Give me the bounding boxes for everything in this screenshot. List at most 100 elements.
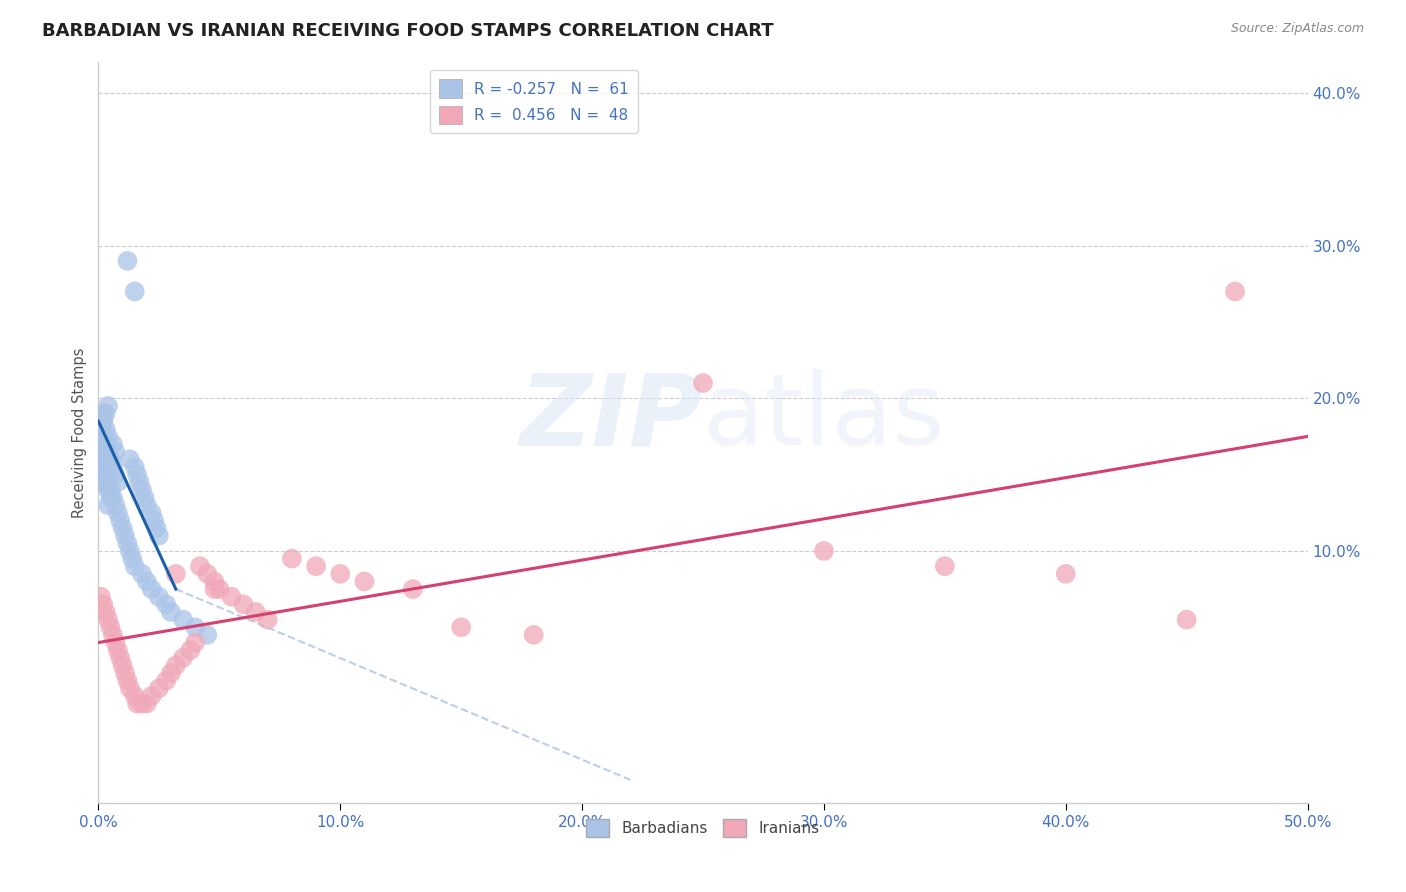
Point xyxy=(124,460,146,475)
Point xyxy=(143,513,166,527)
Point xyxy=(124,559,146,574)
Point xyxy=(94,422,117,436)
Point xyxy=(281,551,304,566)
Point xyxy=(172,613,194,627)
Point xyxy=(94,444,117,458)
Point xyxy=(329,566,352,581)
Point xyxy=(117,253,139,268)
Point xyxy=(114,529,136,543)
Point xyxy=(121,551,143,566)
Point xyxy=(101,460,124,475)
Point xyxy=(117,536,139,550)
Y-axis label: Receiving Food Stamps: Receiving Food Stamps xyxy=(72,347,87,518)
Point xyxy=(90,422,112,436)
Point xyxy=(107,643,129,657)
Point xyxy=(188,559,211,574)
Point xyxy=(245,605,267,619)
Point xyxy=(94,437,117,451)
Point xyxy=(1054,566,1077,581)
Point xyxy=(91,429,114,443)
Point xyxy=(145,521,167,535)
Point xyxy=(100,483,122,497)
Point xyxy=(97,467,120,482)
Point xyxy=(97,483,120,497)
Point xyxy=(91,414,114,428)
Point xyxy=(104,444,127,458)
Point xyxy=(108,513,131,527)
Point xyxy=(97,613,120,627)
Point xyxy=(256,613,278,627)
Point xyxy=(160,666,183,681)
Point xyxy=(91,407,114,421)
Point xyxy=(124,689,146,703)
Point xyxy=(141,582,163,596)
Point xyxy=(100,620,122,634)
Point xyxy=(94,605,117,619)
Point xyxy=(208,582,231,596)
Text: atlas: atlas xyxy=(703,369,945,467)
Point xyxy=(100,491,122,505)
Point xyxy=(131,483,153,497)
Point xyxy=(131,697,153,711)
Point xyxy=(134,491,156,505)
Point xyxy=(148,590,170,604)
Point xyxy=(155,598,177,612)
Point xyxy=(90,414,112,428)
Point xyxy=(104,498,127,512)
Point xyxy=(90,590,112,604)
Point xyxy=(353,574,375,589)
Point xyxy=(107,506,129,520)
Point xyxy=(692,376,714,390)
Point xyxy=(118,544,141,558)
Point xyxy=(179,643,201,657)
Point xyxy=(128,475,150,490)
Point xyxy=(204,582,226,596)
Text: Source: ZipAtlas.com: Source: ZipAtlas.com xyxy=(1230,22,1364,36)
Point xyxy=(94,475,117,490)
Point xyxy=(124,285,146,299)
Point xyxy=(107,475,129,490)
Point xyxy=(204,574,226,589)
Text: BARBADIAN VS IRANIAN RECEIVING FOOD STAMPS CORRELATION CHART: BARBADIAN VS IRANIAN RECEIVING FOOD STAM… xyxy=(42,22,773,40)
Point xyxy=(165,566,187,581)
Legend: Barbadians, Iranians: Barbadians, Iranians xyxy=(581,813,825,843)
Point xyxy=(195,566,218,581)
Point xyxy=(232,598,254,612)
Point xyxy=(148,529,170,543)
Point xyxy=(100,452,122,467)
Point xyxy=(111,521,134,535)
Point xyxy=(155,673,177,688)
Point xyxy=(114,666,136,681)
Point xyxy=(101,491,124,505)
Point xyxy=(100,460,122,475)
Point xyxy=(97,498,120,512)
Point xyxy=(97,399,120,413)
Point xyxy=(813,544,835,558)
Point xyxy=(127,697,149,711)
Point xyxy=(94,407,117,421)
Point xyxy=(91,452,114,467)
Point xyxy=(135,498,157,512)
Point xyxy=(127,467,149,482)
Point xyxy=(108,650,131,665)
Point xyxy=(195,628,218,642)
Point xyxy=(148,681,170,696)
Point xyxy=(141,689,163,703)
Point xyxy=(135,574,157,589)
Point xyxy=(131,566,153,581)
Point xyxy=(934,559,956,574)
Point xyxy=(305,559,328,574)
Point xyxy=(90,444,112,458)
Point xyxy=(402,582,425,596)
Point xyxy=(1223,285,1246,299)
Point xyxy=(97,429,120,443)
Text: ZIP: ZIP xyxy=(520,369,703,467)
Point xyxy=(117,673,139,688)
Point xyxy=(118,681,141,696)
Point xyxy=(104,467,127,482)
Point xyxy=(104,635,127,649)
Point xyxy=(523,628,546,642)
Point xyxy=(184,620,207,634)
Point xyxy=(101,437,124,451)
Point xyxy=(450,620,472,634)
